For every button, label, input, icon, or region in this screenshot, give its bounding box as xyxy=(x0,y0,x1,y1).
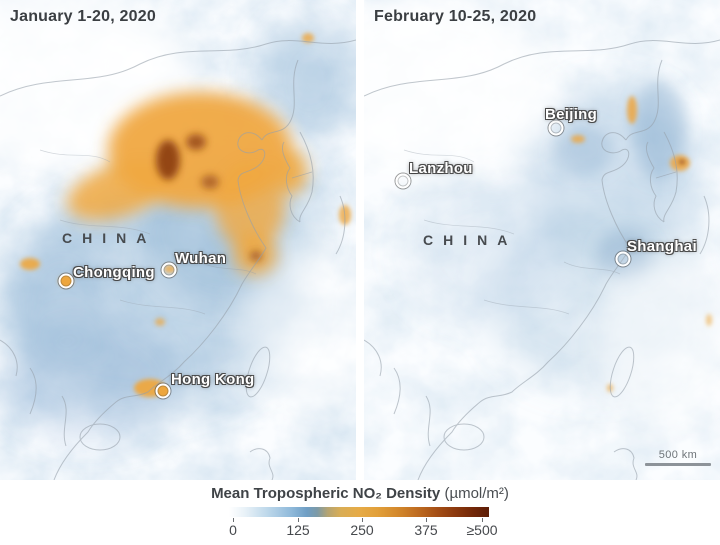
city-marker-shanghai xyxy=(615,251,631,267)
tick-label-500: ≥500 xyxy=(466,522,498,538)
city-label-hong-kong: Hong Kong xyxy=(171,371,255,388)
legend-title: Mean Tropospheric NO₂ Density (µmol/m²) xyxy=(0,485,720,502)
map-title-february: February 10-25, 2020 xyxy=(374,8,537,25)
map-panel-january: January 1-20, 2020 CHINA Chongqing Wuhan… xyxy=(0,0,356,480)
map-title-january: January 1-20, 2020 xyxy=(10,8,156,25)
city-marker-beijing xyxy=(548,120,564,136)
country-label-china-left: CHINA xyxy=(62,230,157,246)
city-label-beijing: Beijing xyxy=(545,106,598,123)
colorbar-tick-labels: 0 125 250 375 ≥500 xyxy=(229,522,497,540)
city-marker-lanzhou xyxy=(395,173,411,189)
city-marker-wuhan xyxy=(161,262,177,278)
map-panel-february: February 10-25, 2020 CHINA Lanzhou Beiji… xyxy=(364,0,720,480)
legend-title-text: Mean Tropospheric NO₂ Density xyxy=(211,485,441,502)
city-label-wuhan: Wuhan xyxy=(175,250,227,267)
city-label-chongqing: Chongqing xyxy=(73,264,155,281)
colorbar-tickmarks xyxy=(229,518,489,522)
colorbar xyxy=(229,507,489,517)
city-label-lanzhou: Lanzhou xyxy=(409,160,473,177)
map-pair: January 1-20, 2020 CHINA Chongqing Wuhan… xyxy=(0,0,720,480)
scale-bar-label: 500 km xyxy=(658,449,698,461)
legend: Mean Tropospheric NO₂ Density (µmol/m²) … xyxy=(0,480,720,545)
legend-unit-text: (µmol/m²) xyxy=(444,485,509,502)
tick-label-125: 125 xyxy=(286,522,310,538)
country-label-china-right: CHINA xyxy=(423,232,518,248)
city-label-shanghai: Shanghai xyxy=(627,238,697,255)
city-marker-hong-kong xyxy=(155,383,171,399)
tick-label-375: 375 xyxy=(414,522,438,538)
tick-label-250: 250 xyxy=(350,522,374,538)
city-marker-chongqing xyxy=(58,273,74,289)
scale-bar-line xyxy=(645,463,711,466)
february-map-art xyxy=(364,0,720,480)
january-map-art xyxy=(0,0,356,480)
tick-label-0: 0 xyxy=(229,522,237,538)
scale-bar: 500 km xyxy=(645,449,711,466)
